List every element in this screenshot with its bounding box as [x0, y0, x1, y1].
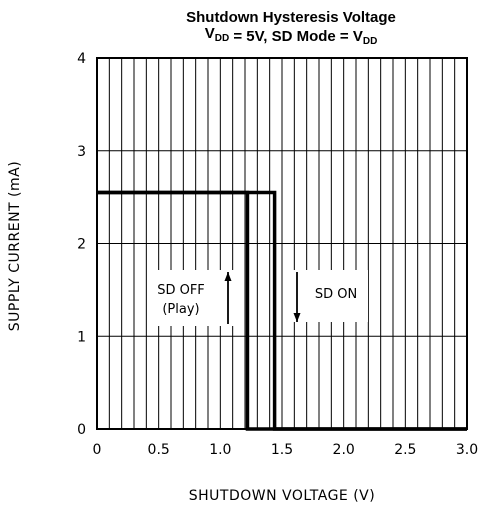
x-tick-label: 0.5	[148, 442, 170, 458]
annotations: SD OFF (Play) SD ON	[147, 270, 368, 326]
y-axis-label: SUPPLY CURRENT (mA)	[7, 161, 23, 331]
annotation-sd-off-arrowhead	[224, 272, 232, 281]
chart-subtitle: VDD = 5V, SD Mode = VDD	[205, 25, 378, 47]
tick-labels: 0 0.5 1.0 1.5 2.0 2.5 3.0 0 1 2 3 4	[77, 51, 478, 458]
x-tick-label: 0	[93, 442, 102, 458]
annotation-sd-on-arrowhead	[293, 313, 301, 322]
annotation-sd-off-text: (Play)	[162, 302, 199, 317]
plot-frame	[96, 57, 468, 430]
annotation-sd-off-text: SD OFF	[157, 283, 205, 298]
x-tick-label: 1.0	[209, 442, 231, 458]
annotation-bg	[147, 270, 239, 326]
x-tick-label: 2.5	[394, 442, 416, 458]
y-tick-label: 1	[77, 329, 86, 345]
y-tick-label: 4	[77, 51, 86, 67]
chart-title: Shutdown Hysteresis Voltage	[186, 9, 396, 26]
annotation-bg	[290, 270, 368, 322]
y-tick-label: 2	[77, 237, 86, 253]
x-tick-label: 3.0	[456, 442, 478, 458]
x-axis-label: SHUTDOWN VOLTAGE (V)	[189, 488, 375, 504]
y-tick-label: 0	[77, 422, 86, 438]
x-tick-label: 1.5	[271, 442, 293, 458]
grid	[97, 58, 467, 429]
annotation-sd-on-text: SD ON	[315, 287, 357, 302]
x-tick-label: 2.0	[333, 442, 355, 458]
y-tick-label: 3	[77, 144, 86, 160]
